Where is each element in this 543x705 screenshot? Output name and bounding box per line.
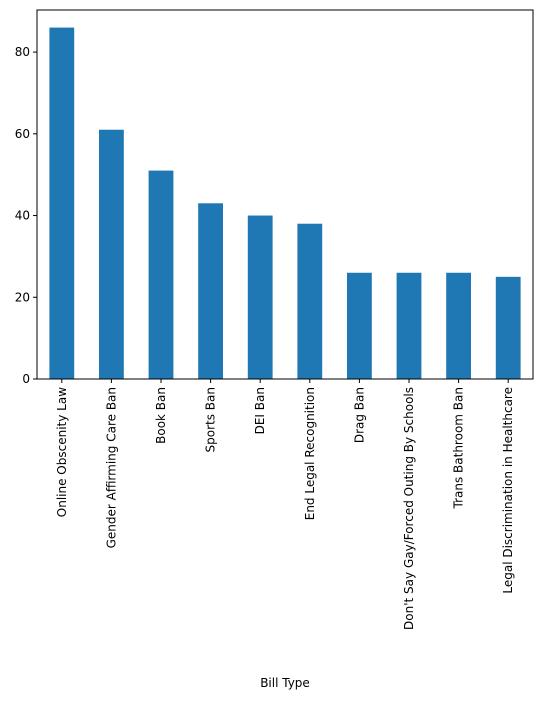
x-tick-label: Drag Ban	[352, 387, 366, 443]
x-tick-label: Sports Ban	[204, 387, 218, 452]
x-tick-label: Legal Discrimination in Healthcare	[501, 387, 515, 594]
x-axis-label: Bill Type	[260, 676, 310, 690]
y-tick-label: 20	[15, 290, 30, 304]
y-tick-label: 60	[15, 127, 30, 141]
x-tick-label: Trans Bathroom Ban	[452, 387, 466, 509]
bars	[49, 27, 521, 379]
bar	[198, 203, 223, 379]
x-axis: Online Obscenity Law Gender Affirming Car…	[55, 379, 515, 630]
bar	[297, 223, 323, 379]
bar	[148, 170, 174, 379]
y-tick-label: 0	[22, 372, 30, 386]
x-tick-label: Gender Affirming Care Ban	[104, 387, 118, 548]
bar	[49, 27, 75, 379]
x-tick-label: Book Ban	[154, 387, 168, 444]
plot-frame	[36, 9, 534, 380]
bar	[347, 272, 372, 379]
x-tick-label: DEI Ban	[253, 387, 267, 434]
x-tick-label: Don't Say Gay/Forced Outing By Schools	[402, 387, 416, 630]
y-tick-label: 80	[15, 45, 30, 59]
bar	[446, 272, 471, 379]
y-axis: 0 20 40 60 80	[15, 45, 37, 386]
bar	[396, 272, 422, 379]
bar	[247, 215, 273, 379]
x-tick-label: Online Obscenity Law	[55, 387, 69, 517]
y-tick-label: 40	[15, 209, 30, 223]
x-tick-label: End Legal Recognition	[303, 387, 317, 520]
bar	[495, 276, 521, 379]
bar	[99, 129, 124, 379]
